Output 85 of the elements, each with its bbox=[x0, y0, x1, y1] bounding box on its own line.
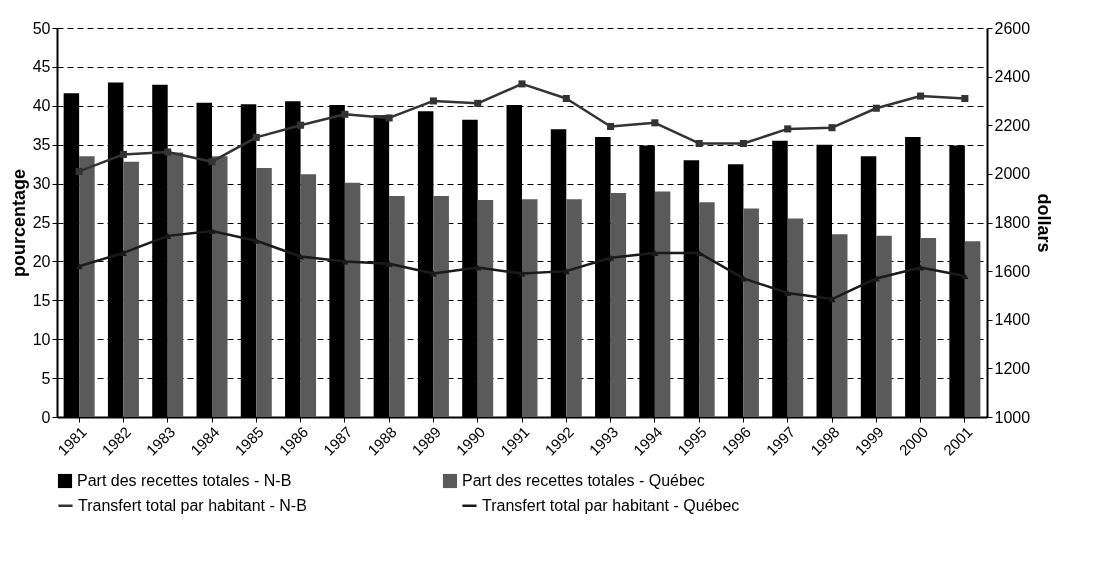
legend-label: Part des recettes totales - N-B bbox=[77, 472, 292, 489]
point bbox=[518, 80, 526, 88]
bar bbox=[300, 174, 317, 417]
y2-tick-label: 1400 bbox=[994, 311, 1031, 329]
point bbox=[872, 104, 880, 112]
point bbox=[385, 114, 393, 122]
legend-label: Transfert total par habitant - Québec bbox=[482, 496, 740, 514]
point bbox=[252, 237, 260, 244]
y-tick-label: 20 bbox=[32, 252, 51, 270]
y-tick-label: 40 bbox=[32, 97, 51, 115]
point bbox=[341, 110, 349, 118]
point bbox=[607, 122, 615, 130]
bar bbox=[699, 202, 715, 417]
point bbox=[208, 227, 216, 235]
y-tick-label: 5 bbox=[41, 369, 51, 387]
point bbox=[385, 260, 393, 267]
bar bbox=[522, 199, 538, 417]
point bbox=[252, 133, 260, 141]
y2-tick-label: 1000 bbox=[994, 408, 1031, 426]
point bbox=[297, 253, 305, 260]
y-tick-label: 35 bbox=[32, 136, 51, 154]
bar bbox=[610, 192, 627, 417]
y-tick-label: 10 bbox=[32, 330, 51, 348]
point bbox=[607, 254, 615, 261]
point bbox=[119, 249, 127, 256]
point bbox=[518, 270, 526, 277]
point bbox=[828, 124, 836, 132]
point bbox=[695, 249, 703, 256]
bar bbox=[433, 196, 449, 417]
bar bbox=[167, 152, 184, 417]
bar bbox=[654, 191, 671, 417]
point bbox=[961, 272, 969, 280]
y2-tick-label: 2000 bbox=[994, 165, 1031, 183]
point bbox=[75, 167, 83, 175]
point bbox=[429, 97, 437, 105]
y2-axis-title: dollars bbox=[1034, 193, 1055, 253]
bar bbox=[344, 182, 361, 417]
point bbox=[784, 289, 792, 297]
bar bbox=[477, 199, 494, 417]
point bbox=[119, 150, 127, 158]
legend-label: Part des recettes totales - Québec bbox=[462, 472, 705, 489]
point bbox=[297, 121, 305, 129]
bar bbox=[743, 208, 759, 417]
point bbox=[961, 94, 969, 103]
point bbox=[695, 139, 703, 148]
legend-label: Transfert total par habitant - N-B bbox=[78, 496, 307, 514]
point bbox=[474, 99, 482, 107]
bar bbox=[787, 218, 804, 417]
bar bbox=[566, 199, 582, 417]
point bbox=[164, 232, 172, 239]
point bbox=[651, 119, 659, 127]
bar bbox=[123, 161, 139, 417]
y-axis-title: pourcentage bbox=[8, 168, 29, 278]
bar bbox=[212, 156, 228, 417]
y-tick-label: 50 bbox=[32, 19, 51, 37]
y2-tick-label: 1800 bbox=[994, 214, 1031, 231]
y-tick-label: 25 bbox=[32, 214, 51, 231]
point bbox=[474, 264, 482, 271]
point bbox=[784, 125, 792, 133]
point bbox=[828, 296, 836, 303]
bar bbox=[79, 156, 95, 417]
point bbox=[651, 249, 659, 256]
point bbox=[917, 92, 925, 100]
point bbox=[917, 264, 925, 271]
y2-tick-label: 2200 bbox=[994, 116, 1031, 134]
y2-tick-label: 1200 bbox=[994, 359, 1031, 377]
y2-tick-label: 1600 bbox=[994, 262, 1031, 280]
y-tick-label: 15 bbox=[32, 291, 51, 309]
y-tick-label: 45 bbox=[32, 58, 51, 76]
point bbox=[562, 94, 570, 103]
bar bbox=[256, 168, 272, 417]
y2-tick-label: 2400 bbox=[994, 68, 1031, 86]
bar bbox=[876, 235, 892, 417]
bar bbox=[920, 238, 937, 417]
bar bbox=[389, 196, 405, 417]
point bbox=[739, 139, 747, 148]
point bbox=[562, 268, 570, 275]
point bbox=[208, 158, 216, 166]
y2-tick-label: 2600 bbox=[994, 19, 1031, 37]
y-tick-label: 30 bbox=[32, 175, 51, 193]
point bbox=[164, 148, 172, 156]
bar bbox=[964, 241, 981, 417]
y-tick-label: 0 bbox=[41, 408, 51, 426]
bar bbox=[832, 234, 848, 417]
point bbox=[429, 270, 437, 277]
